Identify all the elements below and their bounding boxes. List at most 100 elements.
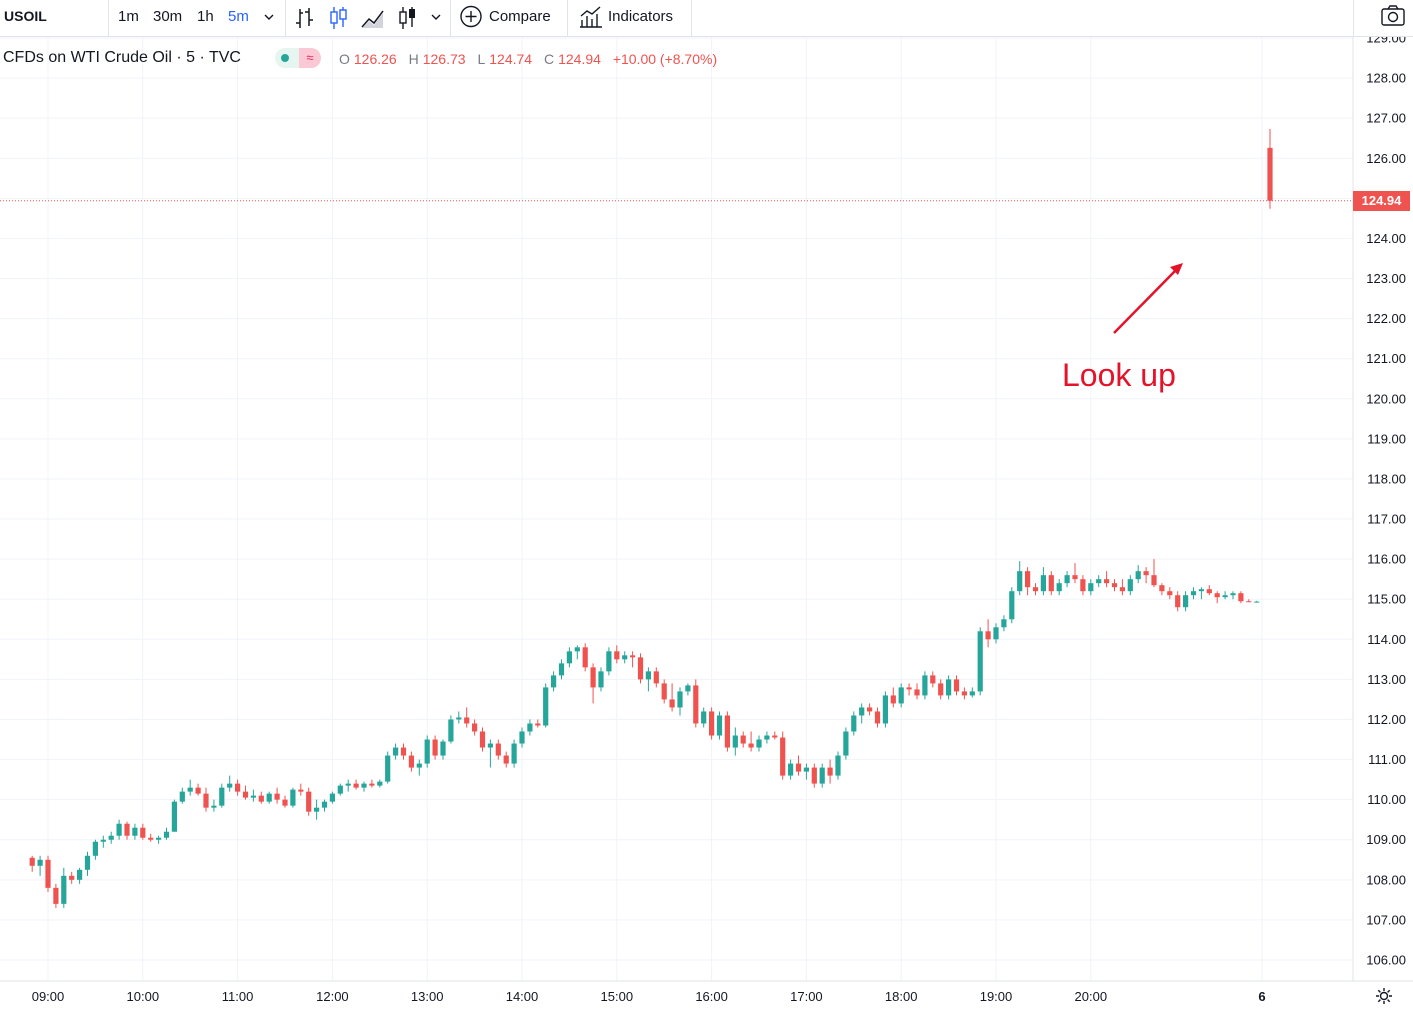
chart-grid [0,37,1353,981]
candle-body [946,679,952,696]
candle-body [1151,575,1157,586]
candle-body [337,785,343,794]
area-chart-style-icon[interactable] [360,0,386,37]
candle-body [472,723,478,732]
hollow-candle-chart-style-icon[interactable] [397,0,419,37]
interval-5m[interactable]: 5m [228,8,249,25]
interval-1m[interactable]: 1m [118,8,139,25]
candle-body [835,755,841,776]
chart-legend: CFDs on WTI Crude Oil · 5 · TVC [3,45,241,71]
candle-body [1017,571,1023,592]
candle-body [416,763,422,768]
candle-body [1246,601,1252,603]
candle-body [724,715,730,748]
candle-body [851,715,857,732]
price-tick-label: 116.00 [1367,552,1406,567]
price-tick-label: 107.00 [1366,912,1406,927]
candle-body [69,875,75,880]
candle-body [329,793,335,802]
chart-style-dropdown-chevron-icon[interactable] [429,0,445,37]
symbol-search[interactable]: USOIL [4,8,47,24]
candle-body [859,707,865,716]
bar-chart-style-icon[interactable] [294,0,316,37]
candle-body [606,651,612,672]
time-tick-label: 10:00 [127,989,160,1004]
candle-body [298,789,304,792]
time-tick-label: 15:00 [601,989,634,1004]
time-tick-label: 11:00 [222,989,254,1004]
candle-body [448,719,454,742]
candle-body [827,767,833,776]
symbol-description[interactable]: CFDs on WTI Crude Oil · 5 · TVC [3,49,241,66]
price-tick-label: 118.00 [1367,471,1406,486]
candle-body [156,837,162,840]
delayed-data-approx-icon: ≈ [299,48,321,68]
candle-body [219,787,225,806]
candle-body [250,795,256,798]
interval-dropdown-chevron-icon[interactable] [262,0,278,37]
candle-body [969,691,975,696]
candle-body [227,783,233,788]
interval-30m[interactable]: 30m [153,8,183,25]
toolbar-divider [1353,0,1354,37]
gear-icon[interactable] [1374,986,1394,1006]
candle-body [171,801,177,832]
candle-body [140,827,146,838]
camera-icon[interactable] [1380,0,1406,37]
candle-body [211,805,217,808]
candle-body [235,783,241,792]
last-price-tag: 124.94 [1353,190,1410,211]
candle-body [1119,587,1125,592]
candle-body [400,747,407,756]
candle-body [314,807,320,812]
candle-body [1238,593,1244,602]
price-tick-label: 106.00 [1366,953,1406,968]
candle-body [519,731,525,744]
candle-body [551,675,557,688]
candle-body [543,687,549,726]
candle-body [637,657,644,680]
candle-body [53,887,59,904]
candle-body [819,767,825,784]
toolbar-divider [450,0,451,37]
price-tick-label: 126.00 [1366,151,1406,166]
candle-body [1096,579,1102,584]
candle-chart-style-icon[interactable] [328,0,350,37]
candle-body [535,723,541,726]
candle-body [1064,575,1070,584]
candle-body [1032,587,1039,592]
price-tick-label: 111.00 [1368,752,1406,767]
price-tick-label: 123.00 [1366,271,1406,286]
candle-body [274,793,280,800]
candle-body [882,695,888,724]
market-status-badge[interactable]: ≈ [275,48,321,68]
candle-body [479,731,486,748]
time-tick-label: 09:00 [32,989,65,1004]
candle-body [353,783,359,788]
candle-body [1088,583,1094,592]
compare-button[interactable]: Compare [459,0,559,37]
candle-body [1222,595,1228,598]
candle-body [132,827,138,836]
candle-body [922,675,928,696]
market-open-dot-icon [281,54,289,62]
candle-body [408,755,414,768]
candle-body [1159,585,1165,592]
low-label: L [477,51,486,67]
candle-body [37,859,43,866]
candle-body [29,857,35,866]
interval-1h[interactable]: 1h [197,8,214,25]
candle-body [732,735,738,748]
candle-body [867,707,873,712]
candle-body [61,875,67,904]
price-tick-label: 115.00 [1367,592,1406,607]
price-chart[interactable]: 129.00 128.00 127.00 126.00 124.00 123.00 122.… [0,37,1413,1005]
candle-body [740,735,746,744]
indicators-button[interactable]: Indicators [578,0,683,37]
time-tick-label: 14:00 [506,989,539,1004]
candle-body [464,717,470,724]
time-tick-label: 6 [1258,989,1265,1004]
candle-body [84,855,91,870]
candle-body [179,791,185,802]
candle-body [874,711,881,724]
